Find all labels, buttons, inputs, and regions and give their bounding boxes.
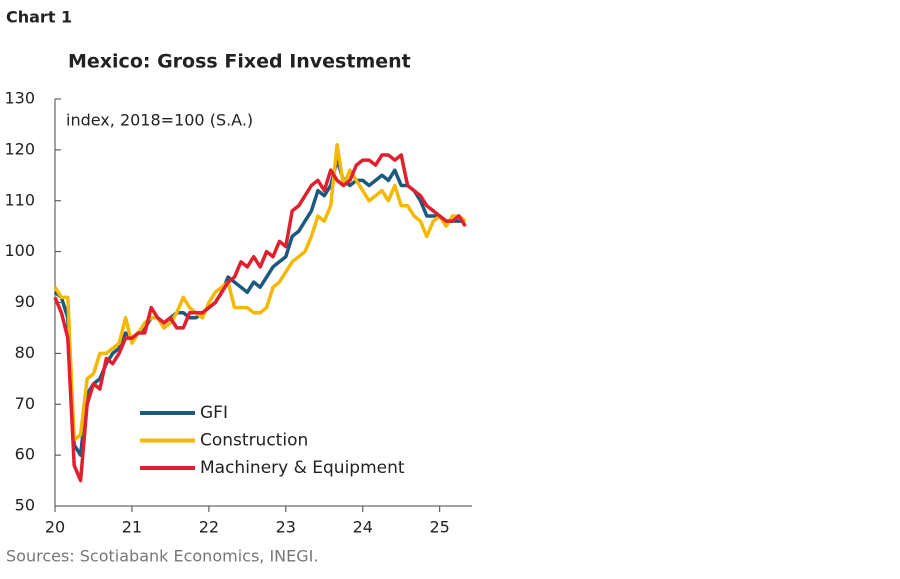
x-tick-label: 23 bbox=[276, 518, 296, 537]
x-tick-label: 20 bbox=[45, 518, 65, 537]
y-tick-label: 60 bbox=[15, 445, 35, 464]
y-tick-label: 50 bbox=[15, 496, 35, 515]
x-tick-label: 24 bbox=[353, 518, 373, 537]
legend-label: Machinery & Equipment bbox=[200, 458, 405, 478]
y-tick-label: 80 bbox=[15, 343, 35, 362]
y-tick-label: 130 bbox=[4, 89, 35, 108]
y-tick-label: 70 bbox=[15, 394, 35, 413]
x-tick-label: 21 bbox=[122, 518, 142, 537]
y-tick-label: 100 bbox=[4, 241, 35, 260]
legend-label: GFI bbox=[200, 403, 228, 423]
x-tick-label: 25 bbox=[430, 518, 450, 537]
source: Sources: Scotiabank Economics, INEGI. bbox=[6, 547, 318, 566]
line-series bbox=[53, 143, 467, 442]
chart-label: Chart 1 bbox=[6, 8, 72, 27]
x-tick-label: 22 bbox=[199, 518, 219, 537]
legend-label: Construction bbox=[200, 431, 308, 451]
chart-title: Mexico: Gross Fixed Investment bbox=[68, 51, 411, 73]
y-tick-label: 110 bbox=[4, 190, 35, 209]
annotation: index, 2018=100 (S.A.) bbox=[66, 111, 253, 130]
y-tick-label: 120 bbox=[4, 139, 35, 158]
line-series bbox=[53, 158, 466, 457]
y-tick-label: 90 bbox=[15, 292, 35, 311]
line-series bbox=[53, 153, 467, 483]
